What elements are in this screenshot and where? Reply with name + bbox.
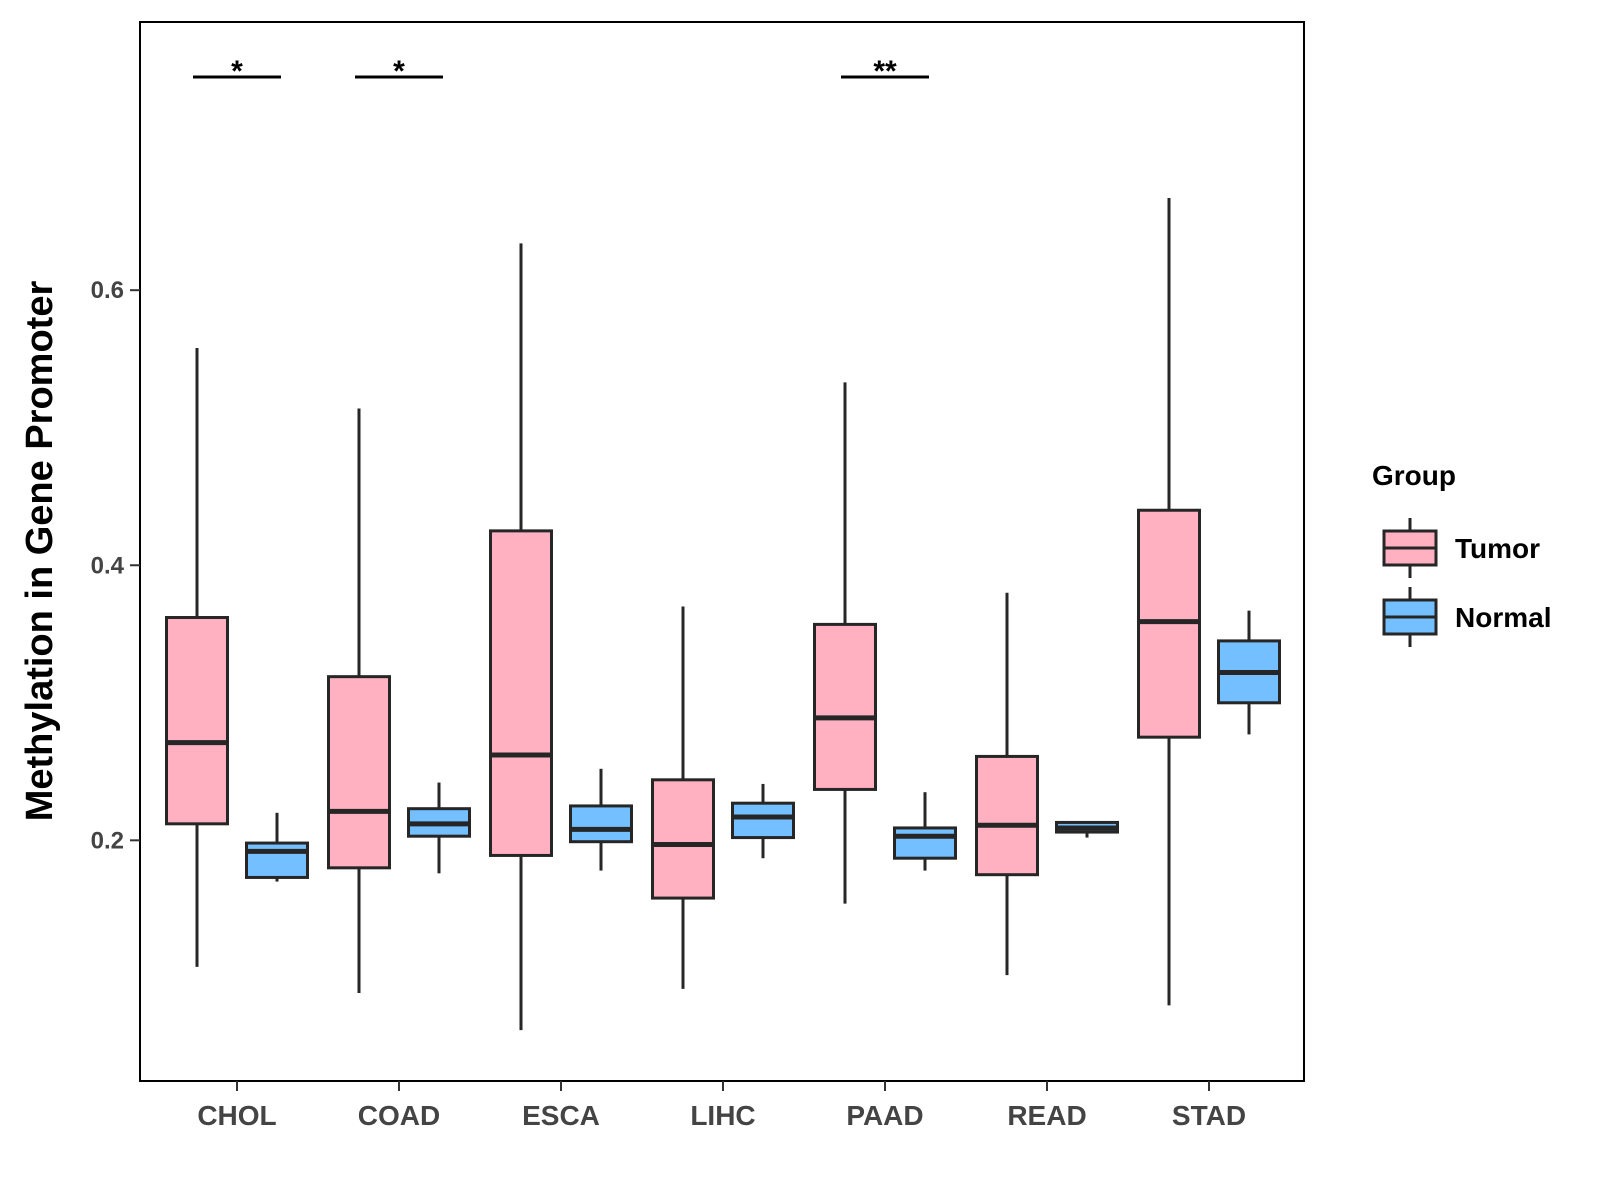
- iqr-box: [731, 801, 795, 840]
- box-coad-normal: [407, 782, 471, 874]
- y-axis: 0.2 0.4 0.6: [91, 277, 140, 854]
- box-chol-normal: [245, 812, 309, 882]
- box-lihc-normal: [731, 783, 795, 859]
- y-tick-label: 0.4: [91, 552, 125, 579]
- x-axis: CHOL COAD ESCA LIHC PAAD READ STAD: [197, 1081, 1246, 1131]
- x-tick-label-esca: ESCA: [522, 1100, 600, 1131]
- x-tick-label-coad: COAD: [358, 1100, 440, 1131]
- x-tick-label-paad: PAAD: [846, 1100, 923, 1131]
- legend-label: Tumor: [1455, 533, 1540, 564]
- legend-title: Group: [1372, 460, 1456, 491]
- significance-label: *: [231, 55, 243, 88]
- significance-chol: *: [193, 55, 281, 88]
- box-read-normal: [1055, 820, 1119, 838]
- box-lihc-tumor: [651, 606, 715, 989]
- box-paad-tumor: [813, 382, 877, 904]
- iqr-box: [975, 754, 1039, 877]
- iqr-box: [327, 675, 391, 870]
- box-coad-tumor: [327, 408, 391, 993]
- iqr-box: [651, 778, 715, 900]
- y-axis-title: Methylation in Gene Promoter: [19, 281, 61, 822]
- legend-item-tumor: Tumor: [1382, 518, 1540, 578]
- x-tick-label-lihc: LIHC: [690, 1100, 755, 1131]
- legend-item-normal: Normal: [1382, 587, 1551, 647]
- y-tick-label: 0.6: [91, 277, 124, 304]
- legend-label: Normal: [1455, 602, 1551, 633]
- iqr-box: [569, 804, 633, 844]
- y-tick-label: 0.2: [91, 827, 124, 854]
- x-tick-label-chol: CHOL: [197, 1100, 276, 1131]
- iqr-box: [893, 826, 957, 860]
- legend: Group Tumor Normal: [1372, 460, 1551, 647]
- x-tick-label-read: READ: [1007, 1100, 1086, 1131]
- box-esca-normal: [569, 768, 633, 871]
- box-esca-tumor: [489, 243, 553, 1031]
- significance-label: **: [873, 55, 897, 88]
- significance-coad: *: [355, 55, 443, 88]
- box-chol-tumor: [165, 347, 229, 967]
- box-read-tumor: [975, 592, 1039, 976]
- box-stad-normal: [1217, 610, 1281, 735]
- box-stad-tumor: [1137, 198, 1201, 1006]
- chart-marks: * * **: [165, 55, 1281, 1031]
- iqr-box: [165, 616, 229, 826]
- plot-panel-border: [139, 21, 1305, 1082]
- significance-label: *: [393, 55, 405, 88]
- iqr-box: [245, 841, 309, 879]
- iqr-box: [489, 529, 553, 857]
- x-tick-label-stad: STAD: [1172, 1100, 1246, 1131]
- significance-paad: **: [841, 55, 929, 88]
- iqr-box: [813, 622, 877, 791]
- box-paad-normal: [893, 792, 957, 871]
